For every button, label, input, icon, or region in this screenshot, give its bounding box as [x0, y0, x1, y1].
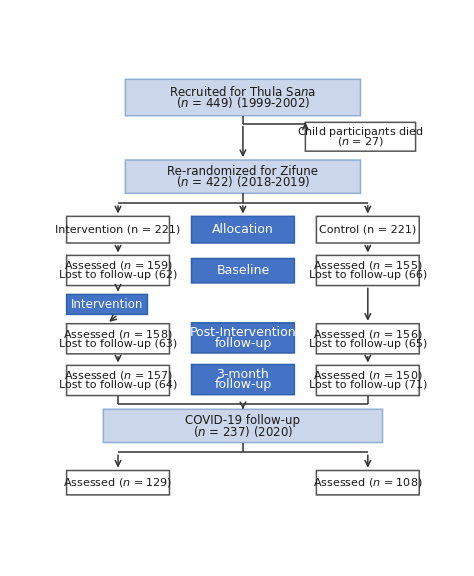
Text: Assessed ($\it{n}$ = 108): Assessed ($\it{n}$ = 108) [313, 476, 423, 489]
FancyBboxPatch shape [66, 471, 170, 495]
FancyBboxPatch shape [66, 217, 170, 243]
Text: Assessed ($\it{n}$ = 129): Assessed ($\it{n}$ = 129) [64, 476, 173, 489]
Text: COVID-19 follow-up: COVID-19 follow-up [185, 414, 301, 427]
FancyBboxPatch shape [316, 217, 419, 243]
Text: ($\it{n}$ = 422) (2018-2019): ($\it{n}$ = 422) (2018-2019) [176, 175, 310, 190]
Text: Intervention: Intervention [71, 298, 143, 311]
FancyBboxPatch shape [125, 79, 360, 116]
Text: Child participa$\it{n}$ts died: Child participa$\it{n}$ts died [297, 125, 424, 139]
FancyBboxPatch shape [316, 324, 419, 354]
Text: Assessed ($\it{n}$ = 158): Assessed ($\it{n}$ = 158) [63, 328, 173, 340]
Text: Assessed ($\it{n}$ = 150): Assessed ($\it{n}$ = 150) [313, 369, 423, 382]
FancyBboxPatch shape [316, 365, 419, 396]
Text: Re-randomized for Zifune: Re-randomized for Zifune [167, 165, 319, 178]
Text: Lost to follow-up (62): Lost to follow-up (62) [59, 270, 177, 281]
Text: ($\it{n}$ = 27): ($\it{n}$ = 27) [337, 135, 384, 148]
Text: Assessed ($\it{n}$ = 156): Assessed ($\it{n}$ = 156) [313, 328, 423, 340]
Text: Lost to follow-up (63): Lost to follow-up (63) [59, 339, 177, 348]
FancyBboxPatch shape [316, 255, 419, 286]
Text: Baseline: Baseline [216, 264, 270, 277]
Text: Lost to follow-up (71): Lost to follow-up (71) [309, 380, 427, 391]
Text: Control (n = 221): Control (n = 221) [319, 225, 417, 234]
Text: follow-up: follow-up [214, 337, 272, 350]
Text: ($\it{n}$ = 449) (1999-2002): ($\it{n}$ = 449) (1999-2002) [176, 95, 310, 110]
Text: follow-up: follow-up [214, 378, 272, 392]
FancyBboxPatch shape [125, 160, 360, 194]
Text: Assessed ($\it{n}$ = 159): Assessed ($\it{n}$ = 159) [64, 259, 173, 272]
Text: Lost to follow-up (65): Lost to follow-up (65) [309, 339, 427, 348]
FancyBboxPatch shape [66, 255, 170, 286]
Text: Intervention (n = 221): Intervention (n = 221) [55, 225, 181, 234]
FancyBboxPatch shape [191, 217, 294, 243]
Text: ($\it{n}$ = 237) (2020): ($\it{n}$ = 237) (2020) [193, 423, 293, 438]
Text: Post-Intervention: Post-Intervention [190, 326, 296, 339]
Text: Assessed ($\it{n}$ = 157): Assessed ($\it{n}$ = 157) [64, 369, 173, 382]
FancyBboxPatch shape [66, 324, 170, 354]
FancyBboxPatch shape [66, 365, 170, 396]
FancyBboxPatch shape [191, 259, 294, 283]
FancyBboxPatch shape [316, 471, 419, 495]
FancyBboxPatch shape [305, 122, 416, 151]
FancyBboxPatch shape [191, 323, 294, 353]
Text: Recruited for Thula Sa$\it{n}$a: Recruited for Thula Sa$\it{n}$a [170, 85, 316, 100]
FancyBboxPatch shape [66, 294, 147, 314]
FancyBboxPatch shape [191, 365, 294, 395]
Text: Lost to follow-up (64): Lost to follow-up (64) [59, 380, 177, 391]
Text: 3-month: 3-month [217, 367, 269, 381]
Text: Assessed ($\it{n}$ = 155): Assessed ($\it{n}$ = 155) [313, 259, 423, 272]
Text: Allocation: Allocation [212, 223, 274, 236]
FancyBboxPatch shape [103, 410, 383, 442]
Text: Lost to follow-up (66): Lost to follow-up (66) [309, 270, 427, 281]
